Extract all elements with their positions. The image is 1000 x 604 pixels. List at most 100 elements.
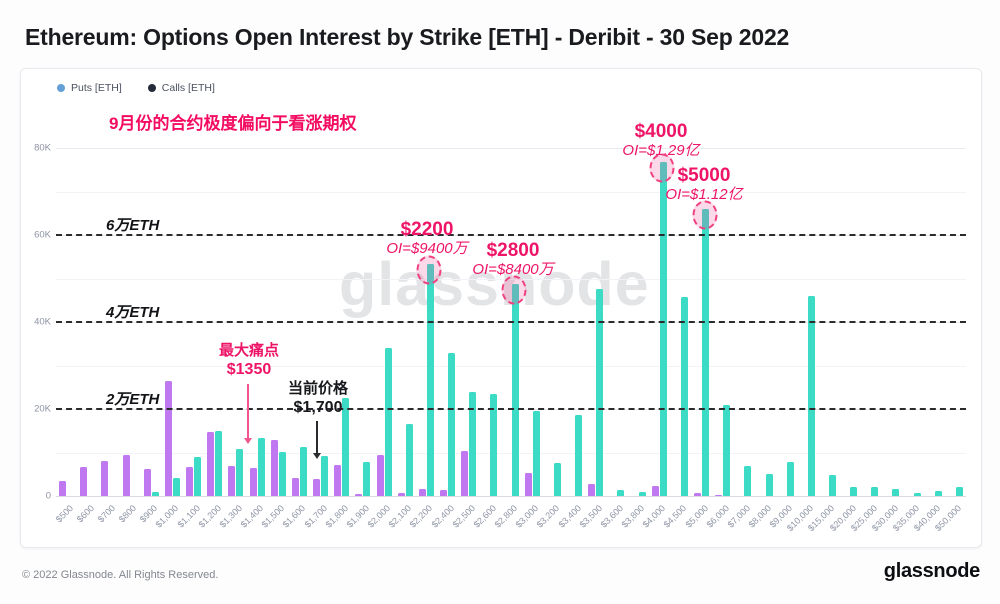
x-tick-label: $1,800 (323, 503, 350, 530)
bar-calls[interactable] (892, 488, 900, 496)
callout-open-interest: OI=$8400万 (472, 261, 554, 278)
bar-puts[interactable] (524, 472, 532, 496)
legend-item-calls[interactable]: Calls [ETH] (147, 82, 215, 94)
glassnode-wordmark: glassnode (883, 560, 981, 582)
x-tick-label: $500 (53, 503, 75, 525)
bar-calls[interactable] (871, 486, 879, 496)
bar-calls[interactable] (786, 462, 794, 496)
ref-line (56, 408, 966, 410)
bar-calls[interactable] (596, 288, 604, 496)
bar-calls[interactable] (617, 489, 625, 496)
bar-calls[interactable] (659, 161, 667, 496)
x-tick-label: $600 (74, 503, 96, 525)
x-tick-label: $700 (95, 503, 117, 525)
bar-calls[interactable] (172, 478, 180, 496)
bar-calls[interactable] (807, 295, 815, 496)
legend-label-calls: Calls [ETH] (161, 82, 215, 94)
bar-puts[interactable] (228, 466, 236, 496)
bar-calls[interactable] (151, 491, 159, 496)
bar-puts[interactable] (164, 380, 172, 496)
bar-puts[interactable] (376, 455, 384, 496)
x-tick-label: $5,000 (683, 503, 710, 530)
bar-calls[interactable] (723, 405, 731, 496)
bar-puts[interactable] (694, 492, 701, 496)
bar-puts[interactable] (461, 451, 469, 496)
bar-calls[interactable] (278, 452, 286, 496)
x-tick-label: $1,900 (344, 503, 371, 530)
bar-calls[interactable] (511, 284, 519, 496)
bar-calls[interactable] (384, 348, 392, 496)
legend: Puts [ETH] Calls [ETH] (57, 82, 215, 94)
bar-puts[interactable] (207, 432, 215, 496)
bar-calls[interactable] (426, 264, 434, 496)
x-tick-label: $1,600 (280, 503, 308, 530)
y-tick-label: 20K (34, 403, 51, 415)
bar-puts[interactable] (313, 479, 320, 496)
x-tick-label: $3,600 (598, 503, 625, 530)
bar-puts[interactable] (397, 493, 405, 496)
current-price-value: $1,700 (293, 399, 343, 416)
max-pain-value: $1350 (226, 361, 272, 378)
bar-puts[interactable] (270, 439, 278, 496)
bar-calls[interactable] (299, 446, 307, 496)
x-tick-label: $3,200 (534, 503, 562, 530)
x-tick-label: $7,000 (725, 503, 752, 530)
legend-label-puts: Puts [ETH] (71, 82, 122, 94)
bar-puts[interactable] (80, 466, 88, 496)
bar-calls[interactable] (490, 394, 498, 496)
bar-calls[interactable] (702, 208, 709, 496)
bar-calls[interactable] (405, 424, 413, 496)
bar-calls[interactable] (934, 491, 942, 496)
gridline (56, 365, 966, 367)
bar-calls[interactable] (321, 456, 328, 496)
bar-puts[interactable] (291, 478, 299, 496)
bar-puts[interactable] (143, 469, 151, 496)
bar-puts[interactable] (651, 486, 659, 496)
bar-calls[interactable] (955, 486, 963, 496)
max-pain-label: 最大痛点 (218, 342, 280, 359)
bar-puts[interactable] (186, 466, 194, 496)
legend-item-puts[interactable]: Puts [ETH] (57, 82, 122, 94)
x-tick-label: $1,000 (153, 503, 181, 530)
bar-puts[interactable] (355, 493, 363, 496)
callout-open-interest: OI=$1.29亿 (622, 142, 700, 159)
dashed-circle-highlight (649, 153, 675, 183)
bar-puts[interactable] (418, 488, 426, 496)
bar-calls[interactable] (680, 297, 688, 496)
x-tick-label: $1,300 (217, 503, 244, 530)
annotation-max-pain: 最大痛点 $1350 (219, 341, 279, 379)
callout-strike: $5000 (677, 165, 731, 186)
x-tick-label: $3,000 (513, 503, 541, 530)
bar-calls[interactable] (575, 415, 582, 496)
y-tick-label: 40K (34, 316, 51, 328)
bar-puts[interactable] (440, 489, 447, 496)
bar-calls[interactable] (236, 449, 244, 496)
bar-calls[interactable] (638, 491, 646, 496)
bar-calls[interactable] (215, 431, 223, 496)
bar-calls[interactable] (765, 474, 773, 497)
ref-line-label: 4万ETH (106, 304, 160, 321)
bar-puts[interactable] (59, 481, 67, 496)
annotation-current-price: 当前价格 $1,700 (288, 379, 348, 417)
bar-calls[interactable] (828, 475, 836, 496)
bar-puts[interactable] (101, 461, 109, 496)
bar-calls[interactable] (553, 462, 561, 496)
bar-calls[interactable] (469, 391, 477, 496)
bar-puts[interactable] (122, 454, 130, 496)
bar-puts[interactable] (715, 494, 723, 496)
bar-calls[interactable] (257, 438, 265, 496)
bar-calls[interactable] (448, 352, 455, 496)
bar-calls[interactable] (913, 493, 921, 496)
bar-calls[interactable] (532, 411, 540, 496)
x-tick-label: $8,000 (746, 503, 774, 530)
bar-calls[interactable] (850, 487, 858, 496)
bar-calls[interactable] (363, 462, 371, 496)
gridline (56, 191, 966, 193)
bar-puts[interactable] (334, 465, 342, 496)
bar-puts[interactable] (588, 483, 596, 496)
bar-calls[interactable] (744, 465, 752, 496)
bar-puts[interactable] (249, 468, 257, 496)
footer-copyright: © 2022 Glassnode. All Rights Reserved. (22, 569, 219, 581)
bar-calls[interactable] (342, 397, 350, 496)
bar-calls[interactable] (194, 456, 202, 496)
